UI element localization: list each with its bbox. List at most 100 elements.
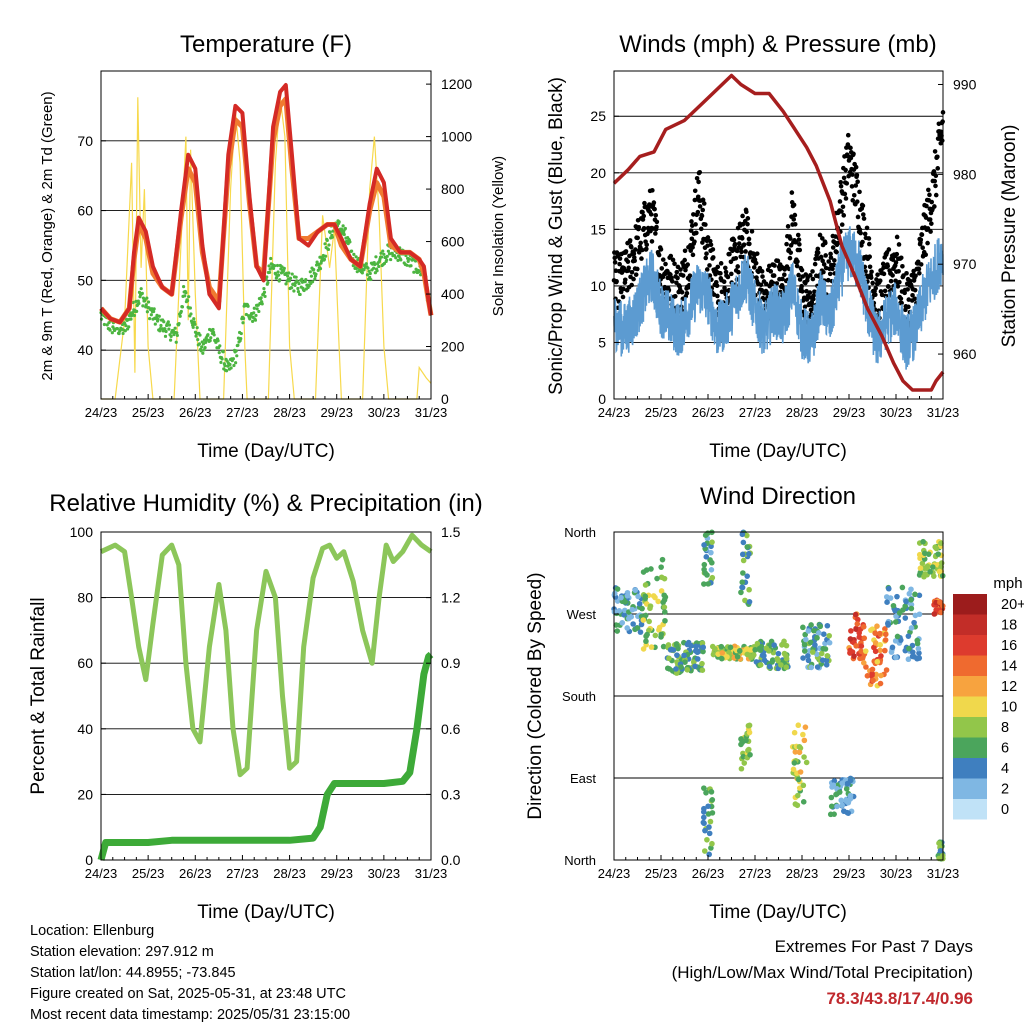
- extremes-subtitle: (High/Low/Max Wind/Total Precipitation): [671, 963, 973, 982]
- gust-point: [695, 194, 701, 200]
- gust-point: [692, 188, 698, 194]
- direction-point: [757, 647, 764, 653]
- dewpoint-point: [239, 336, 243, 341]
- gust-point: [841, 213, 847, 218]
- temperature-ylabel-right: Solar Insolation (Yellow): [490, 156, 507, 316]
- direction-point: [661, 575, 668, 582]
- gust-point: [855, 214, 861, 220]
- direction-point: [870, 677, 876, 684]
- gust-point: [620, 294, 626, 300]
- wind-direction-panel: Wind Direction Direction (Colored By Spe…: [525, 483, 1024, 923]
- gust-point: [756, 269, 761, 275]
- gust-point: [723, 269, 729, 275]
- gust-point: [679, 289, 685, 295]
- gust-point: [905, 287, 910, 292]
- gust-point: [932, 178, 938, 184]
- gust-point: [771, 273, 777, 278]
- dewpoint-point: [365, 273, 370, 277]
- gust-point: [747, 241, 752, 247]
- dewpoint-point: [296, 286, 300, 291]
- gust-point: [731, 237, 737, 243]
- direction-point: [743, 737, 749, 744]
- direction-point: [692, 648, 699, 654]
- dewpoint-point: [212, 333, 216, 337]
- dewpoint-point: [276, 270, 280, 274]
- gust-point: [710, 247, 716, 252]
- dewpoint-point: [394, 256, 398, 260]
- gust-point: [763, 281, 769, 287]
- direction-point: [860, 660, 867, 666]
- gust-point: [894, 251, 900, 257]
- x-tick-label: 27/23: [226, 866, 259, 881]
- direction-point: [701, 542, 707, 548]
- gust-point: [855, 179, 860, 185]
- dewpoint-point: [354, 255, 358, 259]
- direction-point: [890, 602, 897, 609]
- direction-point: [739, 584, 745, 591]
- created-text: Figure created on Sat, 2025-05-31, at 23…: [30, 986, 346, 1002]
- direction-point: [791, 729, 798, 736]
- direction-point: [823, 661, 830, 668]
- direction-point: [831, 778, 838, 784]
- direction-point: [766, 648, 772, 654]
- gust-point: [740, 213, 745, 219]
- x-tick-label: 26/23: [692, 866, 725, 881]
- gust-point: [895, 284, 901, 289]
- dewpoint-point: [224, 369, 229, 373]
- direction-point: [642, 593, 649, 600]
- gust-point: [861, 216, 867, 221]
- direction-point: [808, 664, 815, 671]
- x-tick-label: 29/23: [833, 405, 866, 420]
- direction-point: [869, 666, 876, 673]
- direction-point: [863, 664, 869, 670]
- gust-point: [739, 236, 745, 241]
- gust-point: [675, 275, 680, 281]
- dewpoint-point: [196, 337, 200, 342]
- gust-point: [804, 297, 810, 302]
- gust-point: [696, 179, 701, 185]
- temperature-panel: Temperature (F) 2m & 9m T (Red, Orange) …: [39, 31, 507, 462]
- direction-point: [936, 840, 942, 847]
- gust-point: [796, 272, 801, 278]
- gust-point: [651, 200, 657, 205]
- direction-point: [803, 636, 809, 643]
- y-tick-label: 0: [598, 391, 606, 407]
- direction-point: [906, 645, 912, 652]
- direction-point: [905, 633, 912, 639]
- direction-point: [885, 620, 891, 627]
- dewpoint-point: [253, 318, 258, 322]
- y-tick-label-right: 1200: [441, 76, 472, 92]
- legend-label: 18: [1001, 618, 1017, 634]
- gust-point: [683, 267, 688, 273]
- gust-point: [654, 224, 659, 230]
- gust-point: [820, 236, 825, 241]
- legend-swatch: [953, 614, 987, 635]
- x-tick-label: 29/23: [833, 866, 866, 881]
- gust-point: [838, 184, 844, 189]
- gust-point: [631, 276, 636, 282]
- gust-point: [635, 235, 640, 241]
- gust-point: [693, 222, 698, 227]
- gust-point: [878, 289, 884, 294]
- direction-point: [709, 810, 716, 816]
- direction-tick-label: North: [564, 525, 596, 540]
- gust-point: [843, 167, 848, 173]
- gust-point: [810, 296, 816, 302]
- gust-point: [828, 251, 833, 257]
- dewpoint-point: [304, 278, 308, 282]
- dewpoint-point: [235, 354, 239, 358]
- direction-point: [883, 594, 890, 600]
- direction-point: [748, 654, 754, 661]
- direction-point: [662, 617, 668, 624]
- direction-point: [937, 599, 943, 606]
- direction-point: [700, 814, 707, 821]
- dewpoint-point: [297, 281, 301, 286]
- direction-point: [916, 650, 922, 656]
- gust-point: [862, 231, 868, 237]
- direction-point: [674, 652, 680, 658]
- dewpoint-point: [110, 331, 114, 335]
- gust-point: [848, 145, 853, 151]
- dewpoint-point: [145, 310, 149, 314]
- gust-point: [810, 276, 816, 282]
- gust-point: [663, 261, 668, 267]
